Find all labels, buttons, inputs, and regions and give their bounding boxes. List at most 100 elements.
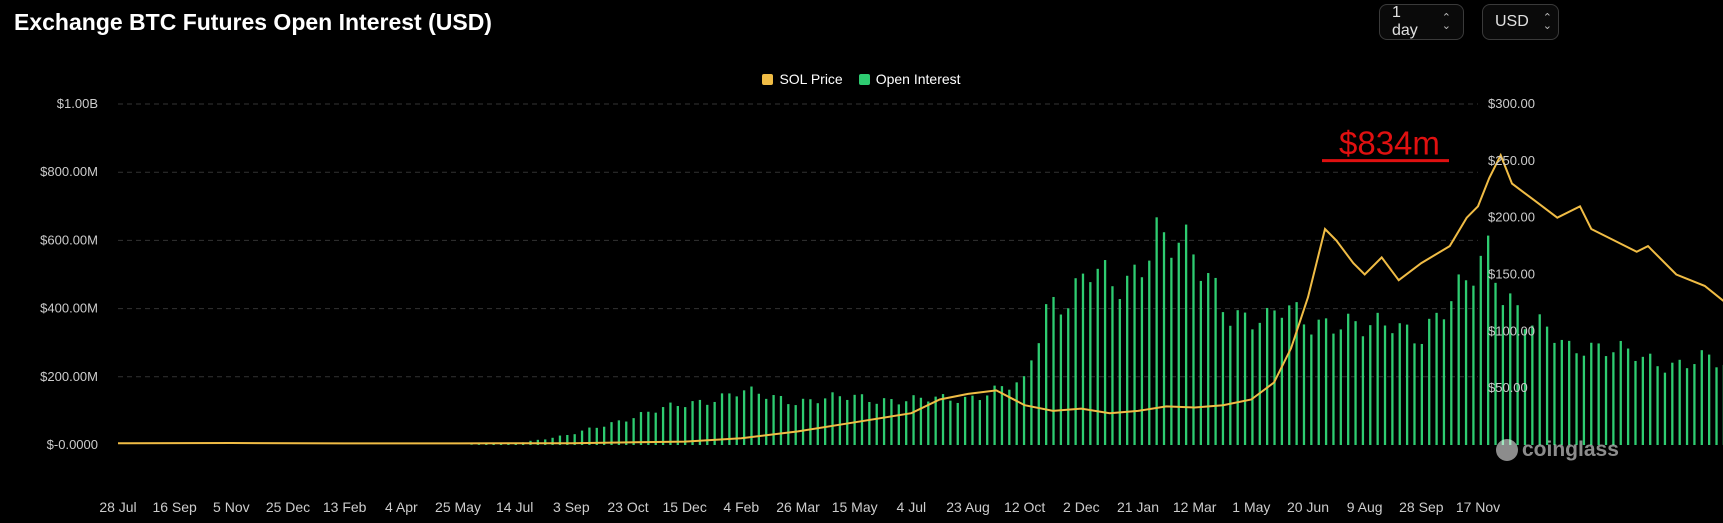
oi-bar [1450,301,1453,445]
oi-bar [610,422,613,445]
oi-bar [1074,278,1077,445]
coinglass-logo-icon [1496,439,1518,461]
oi-bar [1612,352,1615,445]
oi-bar [1022,376,1026,445]
oi-bar [1258,322,1261,445]
x-tick-label: 21 Jan [1117,499,1159,515]
oi-bar [1103,260,1107,445]
oi-bar [868,401,871,445]
x-tick-label: 23 Aug [946,499,990,515]
oi-bar [1376,312,1379,445]
oi-bar [853,394,856,445]
x-tick-label: 26 Mar [776,499,820,515]
oi-bar [1030,360,1033,445]
oi-bars [470,217,1723,445]
oi-bar [1693,364,1696,445]
oi-bar [684,407,687,445]
oi-bar [838,396,842,445]
currency-select-value: USD [1495,13,1529,30]
oi-bar [742,390,746,445]
x-axis: 28 Jul 16 Sep 5 Nov 25 Dec 13 Feb 4 Apr 25 May… [99,499,1500,515]
oi-bar [1501,305,1505,445]
grid-lines [118,103,1478,378]
oi-bar [1413,343,1416,445]
oi-bar [1708,354,1711,445]
oi-bar [1383,325,1387,445]
x-tick-label: 20 Jun [1287,499,1329,515]
oi-bar [1649,353,1652,445]
x-tick-label: 9 Aug [1347,499,1383,515]
oi-bar [588,427,591,445]
oi-bar [1243,312,1247,445]
legend-item-oi[interactable]: Open Interest [858,71,961,87]
y-left-tick-label: $600.00M [40,232,98,247]
oi-bar [625,421,628,445]
oi-bar [661,407,665,445]
x-tick-label: 5 Nov [213,499,250,515]
oi-bar [1545,326,1549,445]
oi-bar [831,392,834,445]
oi-bar [1619,340,1622,445]
oi-bar [941,394,945,445]
oi-bar [573,434,576,445]
oi-bar [1266,307,1269,445]
oi-bar [1641,356,1644,445]
oi-bar [882,398,886,445]
oi-bar [1111,286,1114,445]
oi-bar [986,395,989,445]
oi-bar [846,399,849,445]
oi-bar [1604,356,1608,445]
oi-bar [875,403,878,445]
oi-bar [1538,314,1541,445]
oi-bar [1251,329,1254,445]
oi-bar [654,412,657,445]
x-tick-label: 12 Mar [1173,499,1217,515]
oi-bar [1081,273,1085,445]
oi-bar [1140,277,1144,445]
currency-select[interactable]: USD ⌃ ⌄ [1482,4,1559,40]
oi-bar [971,395,974,445]
oi-bar [1008,389,1011,445]
y-left-tick-label: $1.00B [57,96,98,111]
oi-bar [617,420,621,445]
oi-bar [779,395,783,445]
oi-bar [1295,302,1298,445]
oi-bar [1678,359,1681,445]
oi-bar [1582,355,1586,445]
oi-bar [890,399,893,445]
oi-bar [1214,277,1217,445]
interval-select[interactable]: 1 day ⌃ ⌄ [1379,4,1464,40]
chevron-updown-icon: ⌃ ⌄ [1542,12,1552,32]
x-tick-label: 25 May [435,499,481,515]
y-right-tick-label: $200.00 [1488,210,1535,225]
oi-bar [956,402,959,445]
oi-bar [934,396,937,445]
x-tick-label: 25 Dec [266,499,310,515]
oi-bar [676,406,679,445]
x-tick-label: 4 Apr [385,499,418,515]
oi-bar [1067,308,1070,445]
oi-bar [1494,282,1497,445]
oi-bar [1207,273,1210,445]
legend-item-price[interactable]: SOL Price [762,71,843,87]
oi-bar [1435,312,1438,445]
oi-bar [1052,296,1055,445]
oi-bar [1516,305,1519,445]
oi-bar [691,401,694,445]
oi-bar [558,435,562,445]
x-tick-label: 28 Sep [1399,499,1444,515]
oi-bar [492,443,495,445]
y-left-tick-label: $200.00M [40,369,98,384]
oi-bar [1464,280,1468,445]
y-left-tick-label: $800.00M [40,164,98,179]
oi-bar [1192,254,1195,445]
oi-bar [1037,343,1040,445]
price-line [117,152,1723,445]
oi-bar [1177,242,1180,445]
oi-bar [632,418,635,445]
y-right-tick-label: $300.00 [1488,96,1535,111]
x-tick-label: 23 Oct [607,499,648,515]
chevron-updown-icon: ⌃ ⌄ [1441,12,1451,32]
oi-bar [728,393,731,445]
oi-bar [1700,350,1703,445]
